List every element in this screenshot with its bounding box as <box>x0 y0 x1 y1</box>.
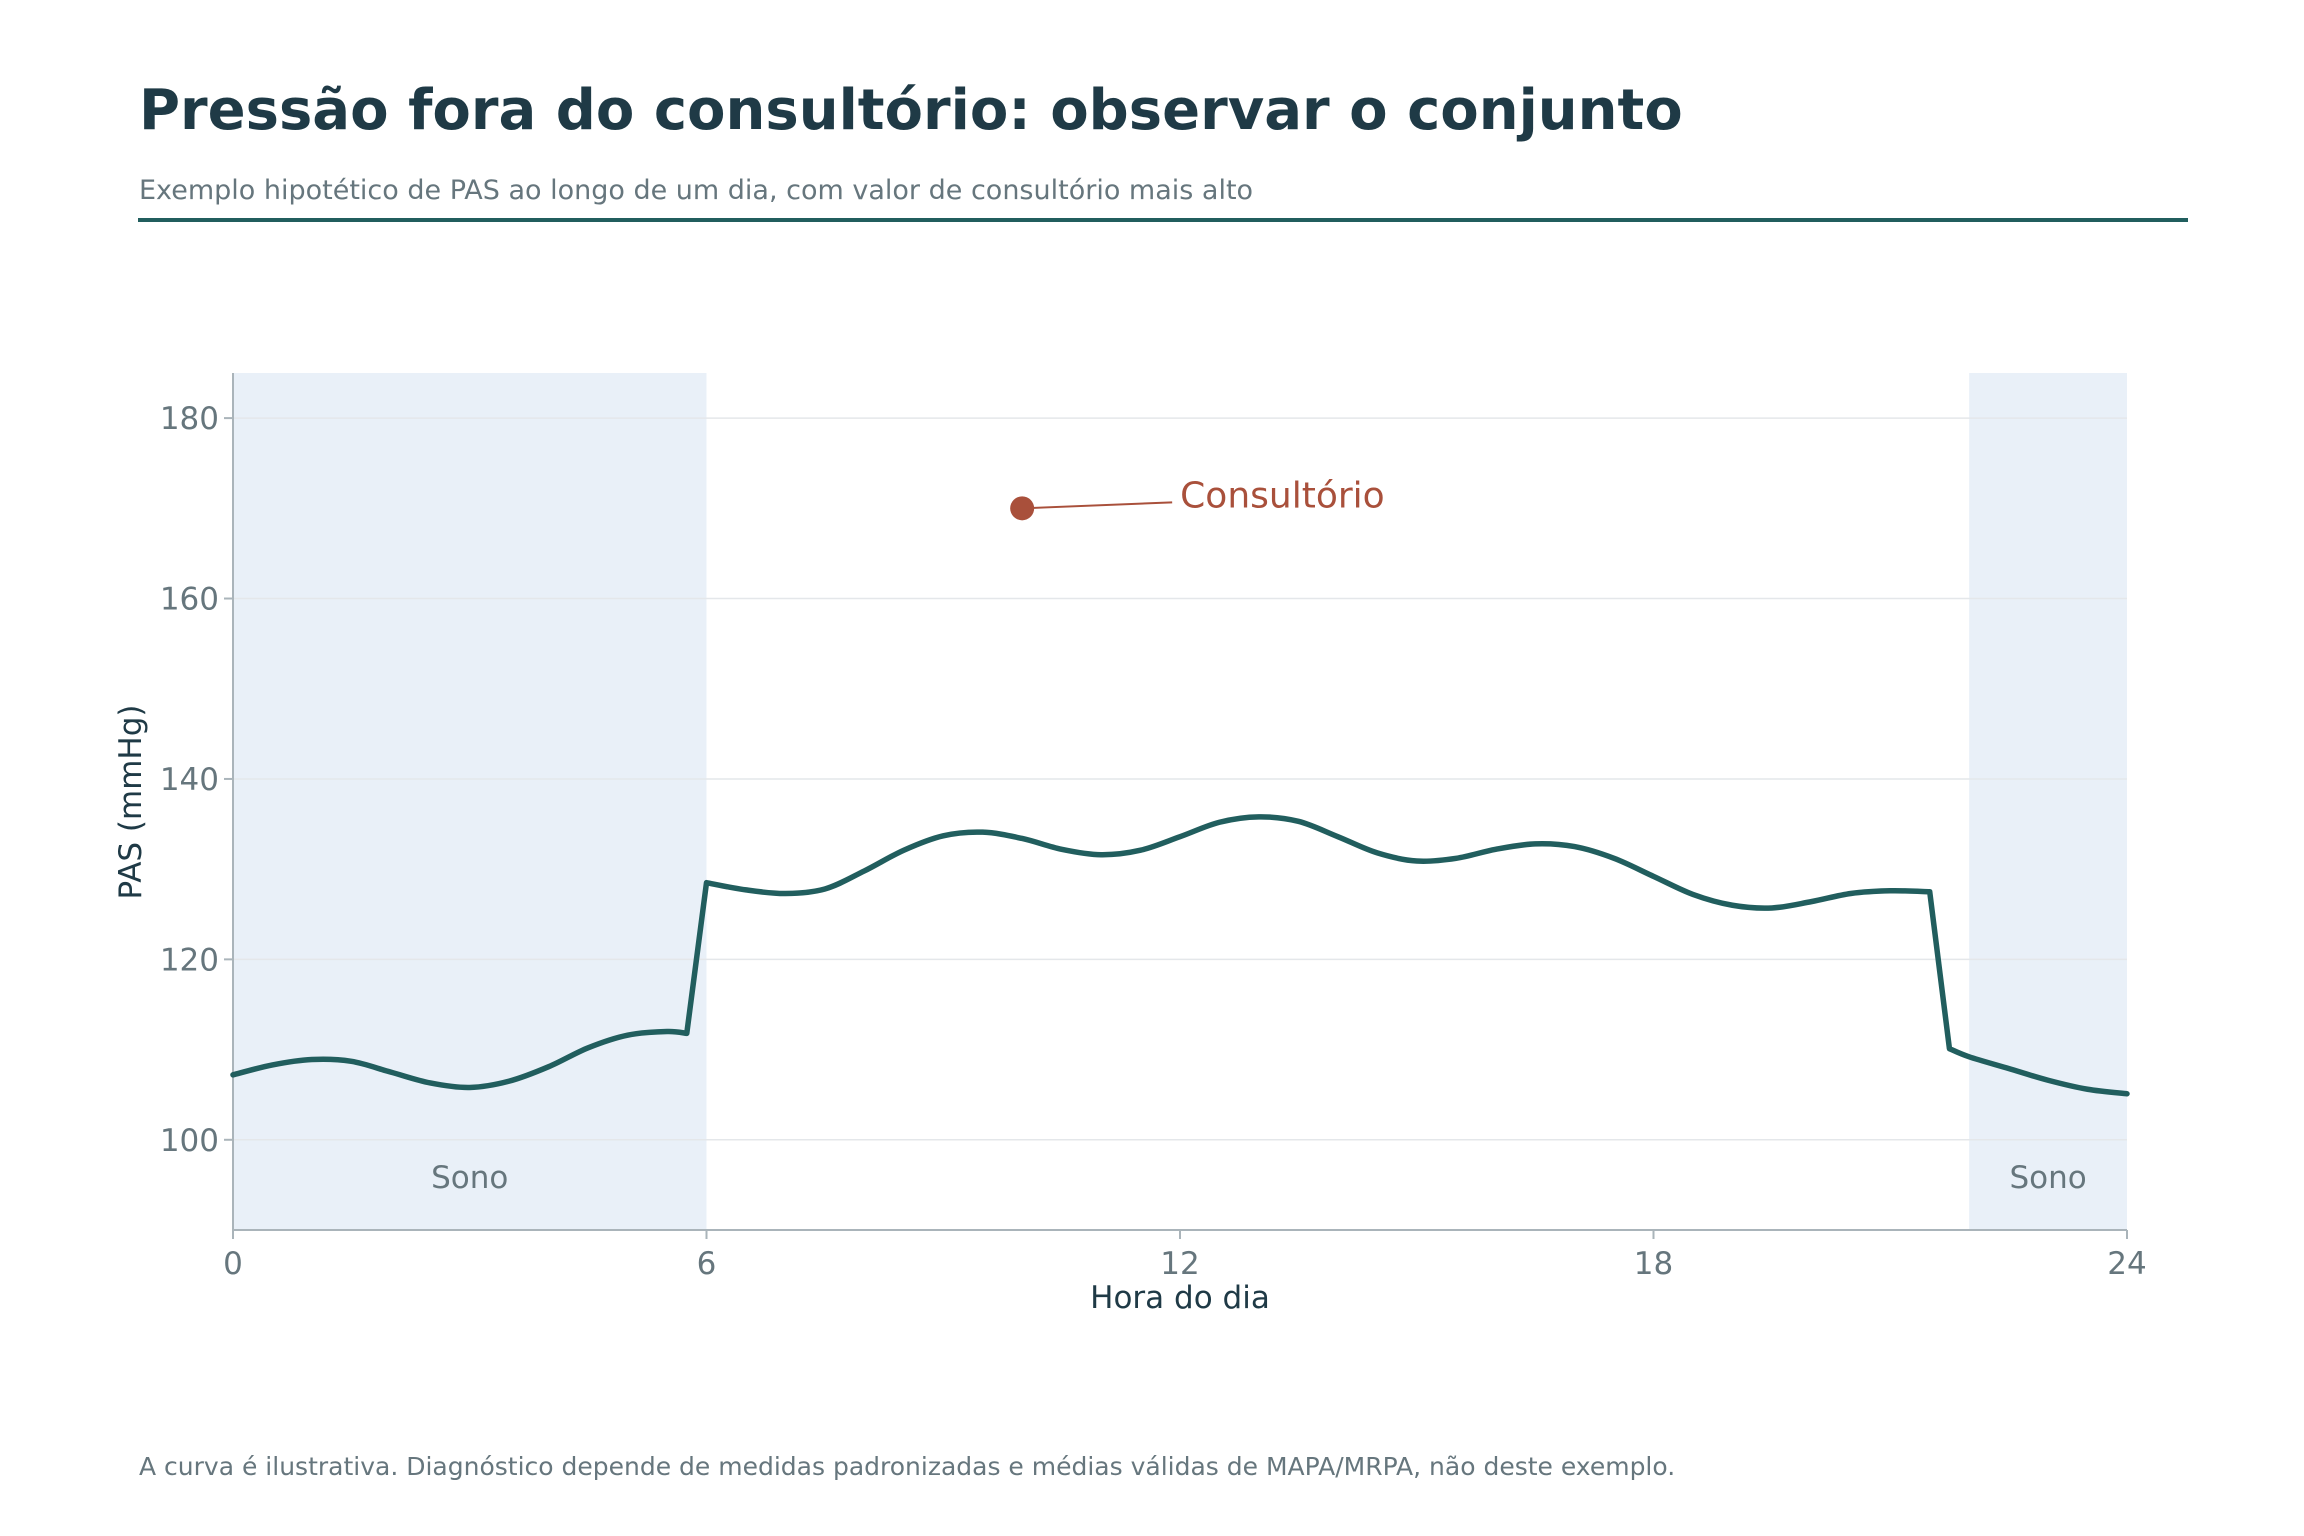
chart-title: Pressão fora do consultório: observar o … <box>139 78 1683 143</box>
sleep-band-1 <box>1969 373 2127 1230</box>
y-axis-label: PAS (mmHg) <box>113 704 149 899</box>
x-axis-label: Hora do dia <box>1090 1280 1270 1316</box>
sleep-bands: Sono Sono <box>233 373 2127 1230</box>
office-point <box>1010 496 1035 521</box>
footnote: A curva é ilustrativa. Diagnóstico depen… <box>139 1452 1676 1481</box>
y-tick-label-120: 120 <box>160 942 219 978</box>
series-line-0 <box>230 814 2130 1097</box>
grid-lines <box>233 417 2127 1141</box>
axes: 100 120 140 160 180 0 6 12 18 24 <box>160 373 2147 1282</box>
x-tick-label-0: 0 <box>223 1246 243 1282</box>
y-tick-label-140: 140 <box>160 762 219 798</box>
sleep-band-label-1: Sono <box>2009 1160 2086 1196</box>
title-divider <box>138 218 2188 222</box>
annotation-layer: Consultório <box>1010 475 1385 521</box>
sleep-band-0 <box>233 373 707 1230</box>
x-tick-label-6: 6 <box>697 1246 717 1282</box>
sleep-band-label-0: Sono <box>431 1160 508 1196</box>
x-tick-label-18: 18 <box>1634 1246 1673 1282</box>
office-point-label: Consultório <box>1180 475 1385 516</box>
y-tick-label-100: 100 <box>160 1123 219 1159</box>
x-tick-label-12: 12 <box>1160 1246 1199 1282</box>
chart-subtitle: Exemplo hipotético de PAS ao longo de um… <box>139 175 1254 206</box>
y-tick-label-180: 180 <box>160 401 219 437</box>
office-point-leader <box>1022 501 1173 510</box>
series-layer <box>230 814 2130 1097</box>
x-tick-label-24: 24 <box>2107 1246 2146 1282</box>
y-tick-label-160: 160 <box>160 582 219 618</box>
